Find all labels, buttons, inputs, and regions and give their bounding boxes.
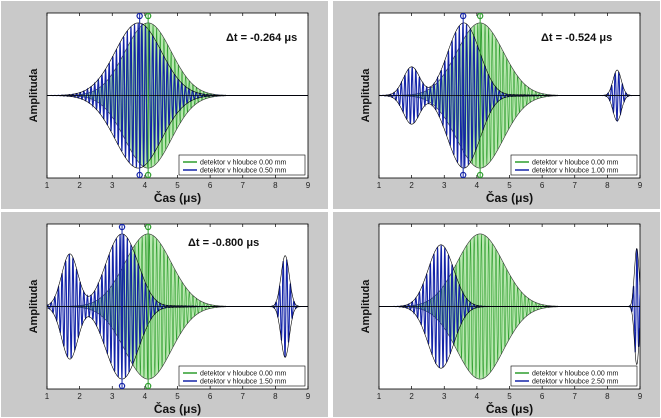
chart-svg: 1 2 3 4 5 6 7 8 9 Čas (μs) Amplituda detektor v hlo… <box>360 223 643 416</box>
x-tick-label: 6 <box>540 181 545 190</box>
x-tick-label: 3 <box>442 181 447 190</box>
x-tick-label: 4 <box>475 181 480 190</box>
x-tick-label: 8 <box>605 392 610 401</box>
legend-box <box>510 365 638 387</box>
x-tick-label: 2 <box>77 392 82 401</box>
plot-content <box>379 233 640 380</box>
x-tick-label: 7 <box>241 392 246 401</box>
marker-bottom-0 <box>459 171 467 178</box>
x-tick-label: 2 <box>409 181 414 190</box>
delta-t-annotation: Δt = -0.524 μs <box>541 32 612 44</box>
x-axis-label: Čas (μs) <box>486 401 533 416</box>
marker-bottom-0 <box>118 382 126 389</box>
x-tick-label: 6 <box>208 392 213 401</box>
chart-panel-2: 1 2 3 4 5 6 7 8 9 Čas (μs) Amplituda Δt = -0.524 μs… <box>333 1 660 209</box>
chart-panel-4: 1 2 3 4 5 6 7 8 9 Čas (μs) Amplituda detektor v hlo… <box>333 212 660 417</box>
legend-label-1: detektor v hloubce 1.00 mm <box>532 168 619 175</box>
chart-panel-1: 1 2 3 4 5 6 7 8 9 Čas (μs) Amplituda Δt = -0.264 μs… <box>1 1 328 209</box>
legend-label-0: detektor v hloubce 0.00 mm <box>200 371 287 378</box>
x-tick-label: 5 <box>175 181 180 190</box>
x-tick-label: 4 <box>143 392 148 401</box>
y-axis-label: Amplituda <box>360 68 372 123</box>
x-tick-label: 3 <box>110 392 115 401</box>
marker-top-0 <box>136 13 143 20</box>
x-axis-label: Čas (μs) <box>486 190 533 205</box>
legend-label-1: detektor v hloubce 1.50 mm <box>200 379 287 386</box>
legend-label-1: detektor v hloubce 0.50 mm <box>200 168 287 175</box>
delta-t-annotation: Δt = -0.264 μs <box>226 32 297 44</box>
x-tick-label: 5 <box>175 392 180 401</box>
x-tick-label: 8 <box>273 181 278 190</box>
x-tick-label: 9 <box>306 392 311 401</box>
marker-top-0 <box>118 224 126 231</box>
x-tick-label: 4 <box>143 181 148 190</box>
marker-top-0 <box>459 13 467 20</box>
x-tick-label: 3 <box>110 181 115 190</box>
x-tick-label: 8 <box>273 392 278 401</box>
delta-t-annotation: Δt = -0.800 μs <box>188 237 259 249</box>
chart-panel-3: 1 2 3 4 5 6 7 8 9 Čas (μs) Amplituda Δt = -0.800 μs… <box>1 212 328 417</box>
marker-bottom-1 <box>476 171 484 178</box>
marker-top-1 <box>476 13 484 20</box>
x-tick-label: 1 <box>45 392 50 401</box>
x-tick-label: 2 <box>77 181 82 190</box>
x-tick-label: 6 <box>540 392 545 401</box>
x-tick-label: 8 <box>605 181 610 190</box>
plot-content <box>47 224 308 389</box>
marker-top-1 <box>144 224 152 231</box>
marker-bottom-1 <box>144 171 152 178</box>
x-axis-label: Čas (μs) <box>154 190 201 205</box>
y-axis-label: Amplituda <box>360 279 372 334</box>
y-axis-label: Amplituda <box>28 68 40 123</box>
marker-bottom-1 <box>144 382 152 389</box>
x-tick-label: 1 <box>45 181 50 190</box>
x-tick-label: 7 <box>573 392 578 401</box>
legend-box <box>178 154 306 176</box>
plot-content <box>47 13 308 178</box>
x-tick-label: 2 <box>409 392 414 401</box>
y-axis-label: Amplituda <box>28 279 40 334</box>
x-tick-label: 9 <box>638 181 643 190</box>
marker-top-1 <box>144 13 152 20</box>
chart-svg: 1 2 3 4 5 6 7 8 9 Čas (μs) Amplituda Δt = -0.800 μs… <box>28 223 311 416</box>
x-tick-label: 1 <box>377 181 382 190</box>
x-tick-label: 5 <box>507 392 512 401</box>
x-tick-label: 4 <box>475 392 480 401</box>
plot-content <box>379 13 640 178</box>
x-tick-label: 9 <box>638 392 643 401</box>
legend-label-0: detektor v hloubce 0.00 mm <box>200 160 287 167</box>
chart-svg: 1 2 3 4 5 6 7 8 9 Čas (μs) Amplituda Δt = -0.524 μs… <box>360 12 643 205</box>
legend-box <box>178 365 306 387</box>
x-tick-label: 7 <box>573 181 578 190</box>
x-tick-label: 5 <box>507 181 512 190</box>
x-tick-label: 6 <box>208 181 213 190</box>
x-tick-label: 9 <box>306 181 311 190</box>
legend-label-0: detektor v hloubce 0.00 mm <box>532 371 619 378</box>
x-tick-label: 7 <box>241 181 246 190</box>
legend-label-0: detektor v hloubce 0.00 mm <box>532 160 619 167</box>
x-tick-label: 3 <box>442 392 447 401</box>
legend-box <box>510 154 638 176</box>
x-tick-label: 1 <box>377 392 382 401</box>
x-axis-label: Čas (μs) <box>154 401 201 416</box>
chart-svg: 1 2 3 4 5 6 7 8 9 Čas (μs) Amplituda Δt = -0.264 μs… <box>28 12 311 205</box>
legend-label-1: detektor v hloubce 2.50 mm <box>532 379 619 386</box>
marker-bottom-0 <box>136 171 143 178</box>
